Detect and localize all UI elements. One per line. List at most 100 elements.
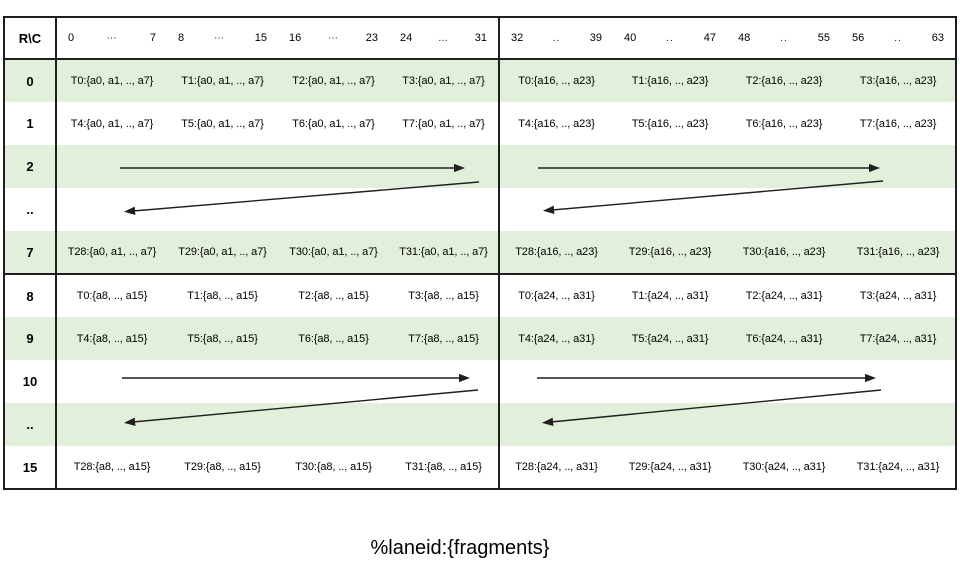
fragment-cell: T7:{a24, .., a31}: [859, 332, 937, 345]
col-range-start: 16: [289, 32, 302, 44]
row-header: 7: [4, 231, 57, 274]
arrow-track: [56, 188, 499, 231]
fragment-cell: T6:{a16, .., a23}: [745, 117, 823, 130]
fragment-cell: T1:{a0, a1, .., a7}: [181, 75, 264, 87]
ellipsis-glyph: ..: [552, 32, 561, 44]
fragment-cell: T6:{a8, .., a15}: [298, 332, 369, 345]
col-range-end: 15: [254, 32, 267, 44]
fragment-cell: T5:{a16, .., a23}: [631, 117, 709, 130]
header-row: R\C 0 ⋯ 7 8 ⋯ 15 16 ⋯ 23 24 … 31 32.. 39 40.. 47 4…: [4, 17, 956, 59]
fragment-cell: T29:{a16, .., a23}: [628, 246, 712, 258]
col-header-40-47: 40.. 47: [613, 17, 727, 59]
fragment-cell: T28:{a24, .., a31}: [498, 446, 613, 489]
row-header: 8: [4, 274, 57, 317]
table-row-2-arrow: 2: [4, 145, 956, 188]
col-header-56-63: 56.. 63: [841, 17, 956, 59]
fragment-cell: T5:{a8, .., a15}: [187, 332, 258, 345]
fragment-cell: T3:{a0, a1, .., a7}: [402, 75, 485, 87]
corner-label: R\C: [4, 17, 57, 59]
row-header: 15: [4, 446, 57, 489]
fragment-cell: T4:{a0, a1, .., a7}: [70, 117, 154, 130]
fragment-cell: T29:{a24, .., a31}: [628, 461, 712, 473]
col-range-start: 0: [68, 32, 75, 44]
fragment-cell: T31:{a8, .., a15}: [405, 461, 482, 473]
fragment-cell: T5:{a24, .., a31}: [631, 332, 709, 345]
col-range-start: 48: [738, 32, 751, 44]
col-range-end: 55: [817, 32, 830, 44]
fragment-cell: T1:{a24, .., a31}: [631, 290, 709, 302]
row-header: 1: [4, 102, 57, 145]
fragment-cell: T28:{a0, a1, .., a7}: [67, 246, 157, 258]
fragment-cell: T7:{a0, a1, .., a7}: [402, 117, 485, 130]
fragment-cell: T2:{a8, .., a15}: [298, 290, 369, 302]
fragment-cell: T5:{a0, a1, .., a7}: [181, 117, 264, 130]
ellipsis-glyph: ..: [666, 32, 674, 44]
fragment-cell: T6:{a24, .., a31}: [745, 332, 823, 345]
figure-caption: %laneid:{fragments}: [370, 537, 550, 559]
fragment-cell: T31:{a16, .., a23}: [856, 246, 940, 258]
fragment-cell: T0:{a8, .., a15}: [76, 290, 148, 302]
fragment-cell: T4:{a8, .., a15}: [76, 332, 148, 345]
fragment-cell: T28:{a8, .., a15}: [73, 461, 151, 473]
row-header: 10: [4, 360, 57, 403]
fragment-cell: T2:{a16, .., a23}: [745, 75, 823, 87]
col-header-24-31: 24 … 31: [389, 17, 499, 59]
fragment-cell: T29:{a0, a1, .., a7}: [178, 246, 267, 258]
fragment-cell: T0:{a0, a1, .., a7}: [70, 75, 154, 87]
arrow-track: [56, 403, 499, 446]
fragment-cell: T2:{a24, .., a31}: [745, 290, 823, 302]
fragment-cell: T31:{a0, a1, .., a7}: [399, 246, 488, 258]
col-range-end: 23: [365, 32, 378, 44]
fragment-cell: T2:{a0, a1, .., a7}: [292, 75, 375, 87]
fragment-cell: T1:{a16, .., a23}: [631, 75, 709, 87]
fragment-cell: T4:{a16, .., a23}: [498, 102, 613, 145]
ellipsis-glyph: ⋯: [328, 32, 339, 44]
col-range-start: 40: [624, 32, 637, 44]
fragment-cell: T30:{a24, .., a31}: [742, 461, 826, 473]
ellipsis-glyph: …: [438, 32, 449, 44]
table-row-dots-lower: ..: [4, 403, 956, 446]
fragment-cell: T0:{a24, .., a31}: [498, 274, 613, 317]
fragment-cell: T31:{a24, .., a31}: [856, 461, 940, 473]
ellipsis-glyph: ⋯: [213, 32, 225, 44]
col-range-end: 7: [149, 32, 156, 44]
arrow-track: [498, 360, 956, 403]
col-range-end: 47: [703, 32, 716, 44]
row-header: ..: [4, 188, 57, 231]
fragment-cell: T7:{a16, .., a23}: [859, 117, 937, 130]
arrow-track: [56, 145, 499, 188]
fragment-cell: T4:{a24, .., a31}: [498, 317, 613, 360]
col-header-48-55: 48.. 55: [727, 17, 841, 59]
fragment-cell: T30:{a8, .., a15}: [295, 461, 372, 473]
row-header: 0: [4, 59, 57, 102]
col-header-16-23: 16 ⋯ 23: [278, 17, 389, 59]
fragment-cell: T30:{a16, .., a23}: [742, 246, 826, 258]
row-header: 9: [4, 317, 57, 360]
table-row-9: 9 T4:{a8, .., a15} T5:{a8, .., a15} T6:{…: [4, 317, 956, 360]
col-range-start: 8: [178, 32, 185, 44]
ellipsis-glyph: ..: [780, 32, 788, 44]
table-row-15: 15 T28:{a8, .., a15} T29:{a8, .., a15} T…: [4, 446, 956, 489]
fragment-cell: T0:{a16, .., a23}: [498, 59, 613, 102]
col-range-start: 24: [400, 32, 413, 44]
ellipsis-glyph: ⋯: [106, 32, 118, 44]
col-range-end: 39: [589, 32, 602, 44]
fragment-cell: T28:{a16, .., a23}: [498, 231, 613, 274]
fragment-cell: T7:{a8, .., a15}: [408, 332, 479, 345]
arrow-track: [498, 403, 956, 446]
col-header-8-15: 8 ⋯ 15: [167, 17, 278, 59]
fragment-layout-table: R\C 0 ⋯ 7 8 ⋯ 15 16 ⋯ 23 24 … 31 32.. 39 40.. 47 4…: [3, 16, 957, 490]
col-range-end: 63: [931, 32, 944, 44]
table-row-dots-upper: ..: [4, 188, 956, 231]
fragment-cell: T3:{a16, .., a23}: [859, 75, 937, 87]
fragment-cell: T29:{a8, .., a15}: [184, 461, 261, 473]
row-header: 2: [4, 145, 57, 188]
fragment-cell: T30:{a0, a1, .., a7}: [289, 246, 378, 258]
table-row-7: 7 T28:{a0, a1, .., a7} T29:{a0, a1, .., …: [4, 231, 956, 274]
arrow-track: [498, 145, 956, 188]
fragment-cell: T1:{a8, .., a15}: [187, 290, 258, 302]
col-header-32-39: 32.. 39: [498, 17, 613, 59]
table-row-10-arrow: 10: [4, 360, 956, 403]
table-row-0: 0 T0:{a0, a1, .., a7} T1:{a0, a1, .., a7…: [4, 59, 956, 102]
col-range-end: 31: [474, 32, 487, 44]
